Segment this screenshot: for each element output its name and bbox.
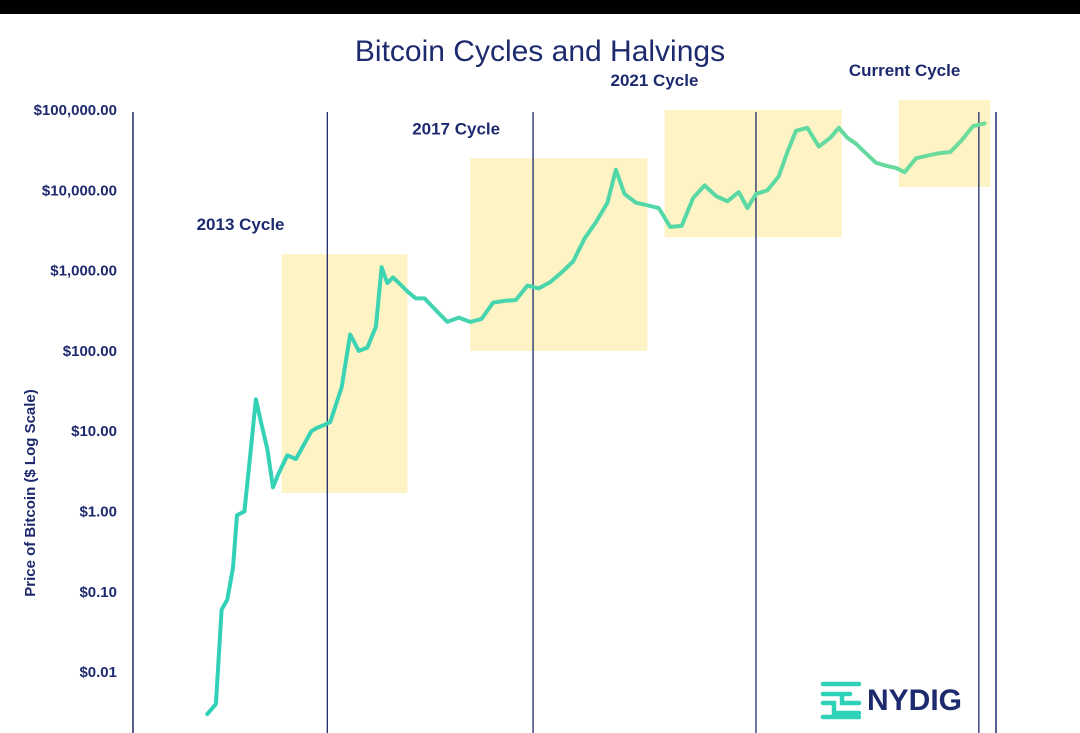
price-series xyxy=(205,121,987,717)
y-axis-label: Price of Bitcoin ($ Log Scale) xyxy=(22,389,39,597)
top-black-bar xyxy=(0,0,1080,14)
cycle-label-3: 2021 Cycle xyxy=(611,71,699,90)
cycle-box-3 xyxy=(664,110,842,238)
cycle-box-4 xyxy=(898,100,991,187)
price-line-1 xyxy=(205,121,987,717)
cycle-label-2: 2017 Cycle xyxy=(412,119,500,138)
halving-lines xyxy=(326,112,980,733)
nydig-logo-text: NYDIG xyxy=(867,684,962,717)
cycle-label-4: Current Cycle xyxy=(849,61,960,80)
cycle-label-1: 2013 Cycle xyxy=(197,215,285,234)
chart-title: Bitcoin Cycles and Halvings xyxy=(355,35,725,68)
y-tick-label-8: $0.01 xyxy=(79,664,117,681)
cycle-boxes xyxy=(281,100,991,493)
y-tick-label-5: $10.00 xyxy=(71,423,117,440)
y-tick-labels: $100,000.00 $10,000.00 $1,000.00 $100.00 $10… xyxy=(34,102,117,681)
y-tick-label-2: $10,000.00 xyxy=(42,182,117,199)
nydig-logo-mark-icon xyxy=(820,681,862,720)
cycle-labels: 2013 Cycle 2017 Cycle 2021 Cycle Current Cy… xyxy=(197,61,961,234)
cycle-box-2 xyxy=(470,158,648,351)
y-tick-label-6: $1.00 xyxy=(79,504,117,521)
y-tick-label-7: $0.10 xyxy=(79,584,117,601)
y-tick-label-3: $1,000.00 xyxy=(50,263,117,280)
y-tick-label-1: $100,000.00 xyxy=(34,102,117,119)
nydig-logo: NYDIG xyxy=(820,681,962,720)
y-tick-label-4: $100.00 xyxy=(63,343,117,360)
